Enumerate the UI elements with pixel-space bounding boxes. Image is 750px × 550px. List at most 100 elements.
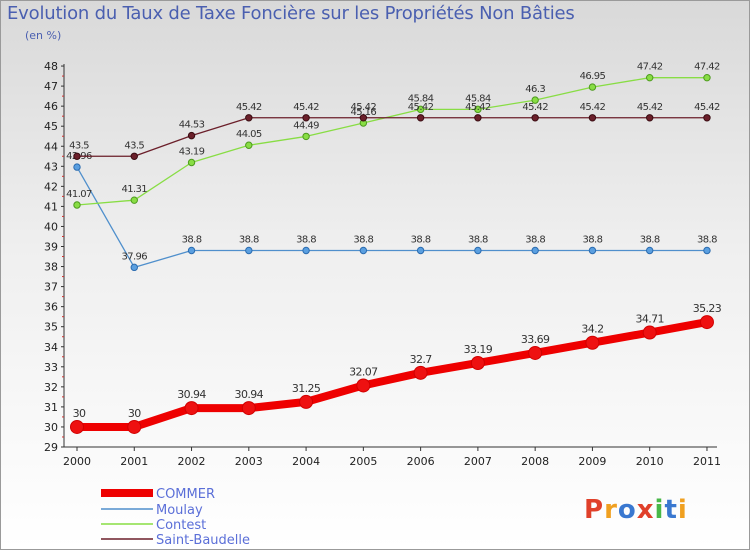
- data-label-saint-baudelle: 45.42: [408, 102, 434, 113]
- data-point-saint-baudelle: [359, 114, 368, 122]
- data-label-moulay: 38.8: [525, 235, 545, 246]
- data-label-contest: 45.84: [408, 93, 434, 104]
- data-label-saint-baudelle: 45.42: [465, 102, 491, 113]
- data-label-commer: 30: [73, 407, 86, 420]
- data-point-saint-baudelle: [130, 152, 138, 160]
- series-line-saint-baudelle: [77, 117, 707, 157]
- y-tick-label: 41: [44, 200, 58, 213]
- y-tick-label: 30: [44, 421, 58, 434]
- y-tick-label: 38: [44, 261, 58, 274]
- data-label-contest: 46.95: [580, 71, 606, 82]
- data-label-commer: 35.23: [693, 302, 722, 315]
- proxiti-logo: Proxiti: [584, 495, 688, 525]
- data-label-commer: 33.19: [464, 343, 493, 356]
- x-tick-label: 2011: [693, 455, 721, 468]
- data-point-moulay: [130, 263, 138, 272]
- data-label-commer: 33.69: [521, 333, 550, 346]
- data-point-moulay: [302, 246, 310, 255]
- data-label-moulay: 38.8: [182, 235, 202, 246]
- data-label-contest: 46.3: [525, 84, 545, 95]
- data-label-saint-baudelle: 45.42: [580, 102, 606, 113]
- data-point-contest: [588, 83, 597, 91]
- data-label-saint-baudelle: 44.53: [179, 120, 205, 131]
- data-point-contest: [130, 196, 138, 204]
- data-label-commer: 34.71: [635, 313, 664, 326]
- y-tick-label: 45: [44, 120, 58, 133]
- data-point-commer: [470, 355, 485, 370]
- data-point-commer: [127, 419, 142, 434]
- y-tick-label: 35: [44, 321, 58, 334]
- data-point-contest: [187, 158, 196, 167]
- data-label-commer: 30: [128, 407, 141, 420]
- data-point-moulay: [245, 246, 253, 255]
- y-tick-label: 40: [44, 220, 58, 233]
- y-tick-label: 36: [44, 301, 58, 314]
- data-label-saint-baudelle: 45.42: [694, 102, 720, 113]
- y-tick-label: 44: [44, 140, 58, 153]
- data-label-moulay: 38.8: [468, 235, 488, 246]
- data-point-moulay: [73, 163, 81, 171]
- data-point-moulay: [588, 246, 597, 255]
- data-label-contest: 45.84: [465, 93, 491, 104]
- data-point-saint-baudelle: [187, 131, 196, 140]
- data-point-commer: [299, 394, 314, 409]
- data-label-commer: 31.25: [292, 382, 321, 395]
- data-label-commer: 32.7: [410, 353, 433, 366]
- data-label-contest: 41.31: [121, 184, 147, 195]
- data-point-contest: [416, 105, 425, 114]
- x-tick-label: 2004: [292, 455, 320, 468]
- data-point-commer: [241, 401, 256, 416]
- data-point-contest: [73, 201, 81, 209]
- x-tick-label: 2006: [407, 455, 435, 468]
- y-tick-label: 46: [44, 100, 58, 113]
- legend-label-moulay: Moulay: [156, 503, 203, 518]
- x-tick-label: 2005: [349, 455, 377, 468]
- data-point-moulay: [359, 246, 368, 255]
- data-label-saint-baudelle: 45.42: [351, 102, 377, 113]
- data-label-contest: 44.49: [293, 120, 319, 131]
- series-line-commer: [77, 318, 708, 431]
- x-tick-label: 2008: [521, 455, 549, 468]
- data-label-saint-baudelle: 45.42: [236, 102, 262, 113]
- data-point-moulay: [474, 246, 482, 255]
- data-point-saint-baudelle: [302, 114, 310, 122]
- data-point-saint-baudelle: [474, 114, 482, 122]
- data-point-commer: [413, 365, 428, 380]
- data-label-moulay: 38.8: [296, 235, 316, 246]
- y-tick-label: 48: [44, 60, 58, 73]
- data-label-saint-baudelle: 43.5: [69, 140, 89, 151]
- legend-label-saint-baudelle: Saint-Baudelle: [156, 533, 250, 548]
- x-tick-label: 2000: [63, 455, 91, 468]
- x-tick-label: 2001: [120, 455, 148, 468]
- data-point-commer: [70, 419, 84, 434]
- x-tick-label: 2002: [178, 455, 206, 468]
- data-point-saint-baudelle: [245, 114, 253, 122]
- y-tick-label: 32: [44, 381, 58, 394]
- series-line-contest: [76, 77, 707, 206]
- data-point-commer: [642, 325, 657, 340]
- legend-label-contest: Contest: [156, 518, 206, 533]
- data-label-contest: 44.05: [236, 129, 262, 140]
- data-point-saint-baudelle: [703, 114, 711, 122]
- data-point-contest: [302, 132, 310, 141]
- data-point-moulay: [646, 246, 654, 255]
- y-tick-label: 43: [44, 160, 58, 173]
- data-point-saint-baudelle: [416, 114, 425, 122]
- data-label-commer: 32.07: [349, 365, 378, 378]
- data-point-moulay: [531, 246, 539, 255]
- data-label-contest: 47.42: [637, 62, 663, 73]
- data-point-commer: [184, 401, 199, 416]
- data-label-commer: 34.2: [581, 323, 603, 336]
- y-tick-label: 37: [44, 281, 58, 294]
- x-tick-label: 2010: [636, 455, 664, 468]
- data-point-commer: [528, 345, 543, 360]
- chart-title: Evolution du Taux de Taxe Foncière sur l…: [7, 3, 575, 24]
- data-point-contest: [703, 73, 711, 82]
- data-label-saint-baudelle: 43.5: [124, 140, 144, 151]
- data-label-moulay: 38.8: [411, 235, 431, 246]
- data-label-saint-baudelle: 45.42: [522, 102, 548, 113]
- data-point-saint-baudelle: [646, 114, 654, 122]
- data-label-moulay: 38.8: [582, 235, 602, 246]
- data-label-contest: 43.19: [179, 146, 205, 157]
- y-tick-label: 39: [44, 241, 58, 254]
